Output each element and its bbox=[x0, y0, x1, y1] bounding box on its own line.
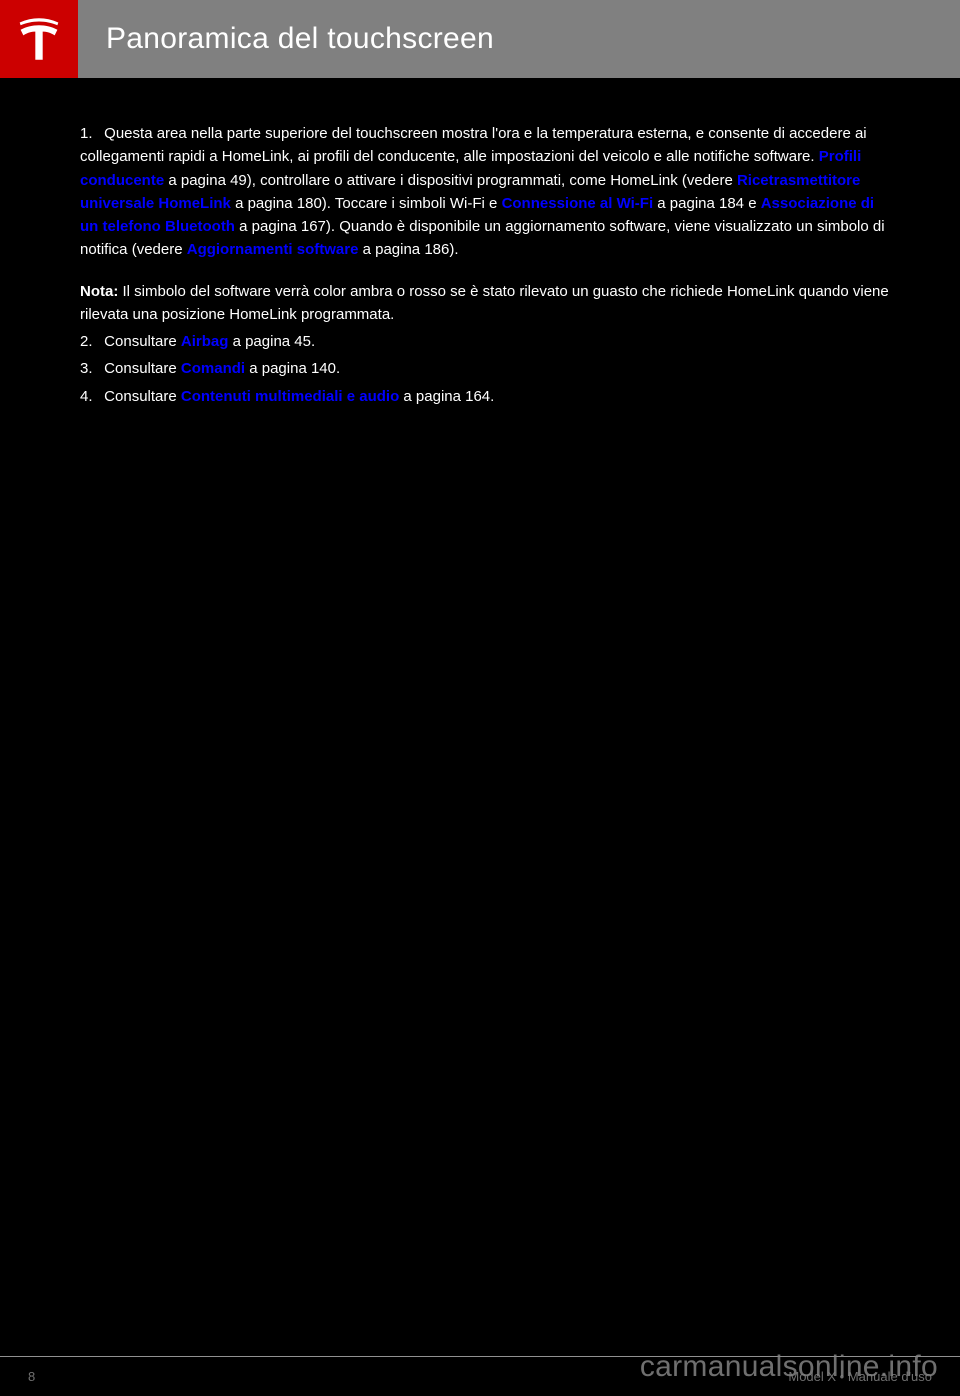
link-connessione-wifi[interactable]: Connessione al Wi-Fi bbox=[502, 195, 654, 212]
content-area: 1. Questa area nella parte superiore del… bbox=[0, 78, 960, 408]
list-item-3: 3. Consultare Comandi a pagina 140. bbox=[80, 357, 890, 380]
body-text: Questa area nella parte superiore del to… bbox=[80, 125, 867, 165]
body-text: Consultare bbox=[104, 388, 181, 405]
list-item-2: 2. Consultare Airbag a pagina 45. bbox=[80, 330, 890, 353]
body-text: a pagina 49), controllare o attivare i d… bbox=[168, 172, 737, 189]
page-header: Panoramica del touchscreen bbox=[0, 0, 960, 78]
item-number: 3. bbox=[80, 357, 100, 380]
tesla-logo-icon bbox=[16, 16, 62, 62]
tesla-logo bbox=[0, 0, 78, 78]
link-contenuti-multimediali[interactable]: Contenuti multimediali e audio bbox=[181, 388, 399, 405]
note-text: Il simbolo del software verrà color ambr… bbox=[80, 283, 889, 323]
item-number: 4. bbox=[80, 385, 100, 408]
link-comandi[interactable]: Comandi bbox=[181, 360, 245, 377]
page-title: Panoramica del touchscreen bbox=[106, 22, 494, 56]
link-airbag[interactable]: Airbag bbox=[181, 333, 229, 350]
body-text: Consultare bbox=[104, 333, 181, 350]
body-text: a pagina 140. bbox=[249, 360, 340, 377]
body-text: a pagina 45. bbox=[233, 333, 316, 350]
body-text: a pagina 180). Toccare i simboli Wi-Fi e bbox=[235, 195, 502, 212]
body-text: a pagina 184 e bbox=[657, 195, 760, 212]
body-text: Consultare bbox=[104, 360, 181, 377]
watermark: carmanualsonline.info bbox=[640, 1350, 938, 1384]
note-block: Nota: Il simbolo del software verrà colo… bbox=[80, 280, 890, 327]
list-item-1: 1. Questa area nella parte superiore del… bbox=[80, 122, 890, 262]
item-number: 2. bbox=[80, 330, 100, 353]
link-aggiornamenti-software[interactable]: Aggiornamenti software bbox=[187, 241, 359, 258]
note-label: Nota: bbox=[80, 283, 118, 300]
list-item-4: 4. Consultare Contenuti multimediali e a… bbox=[80, 385, 890, 408]
body-text: a pagina 164. bbox=[403, 388, 494, 405]
body-text: a pagina 186). bbox=[363, 241, 459, 258]
page-number: 8 bbox=[28, 1369, 35, 1384]
item-number: 1. bbox=[80, 122, 100, 145]
